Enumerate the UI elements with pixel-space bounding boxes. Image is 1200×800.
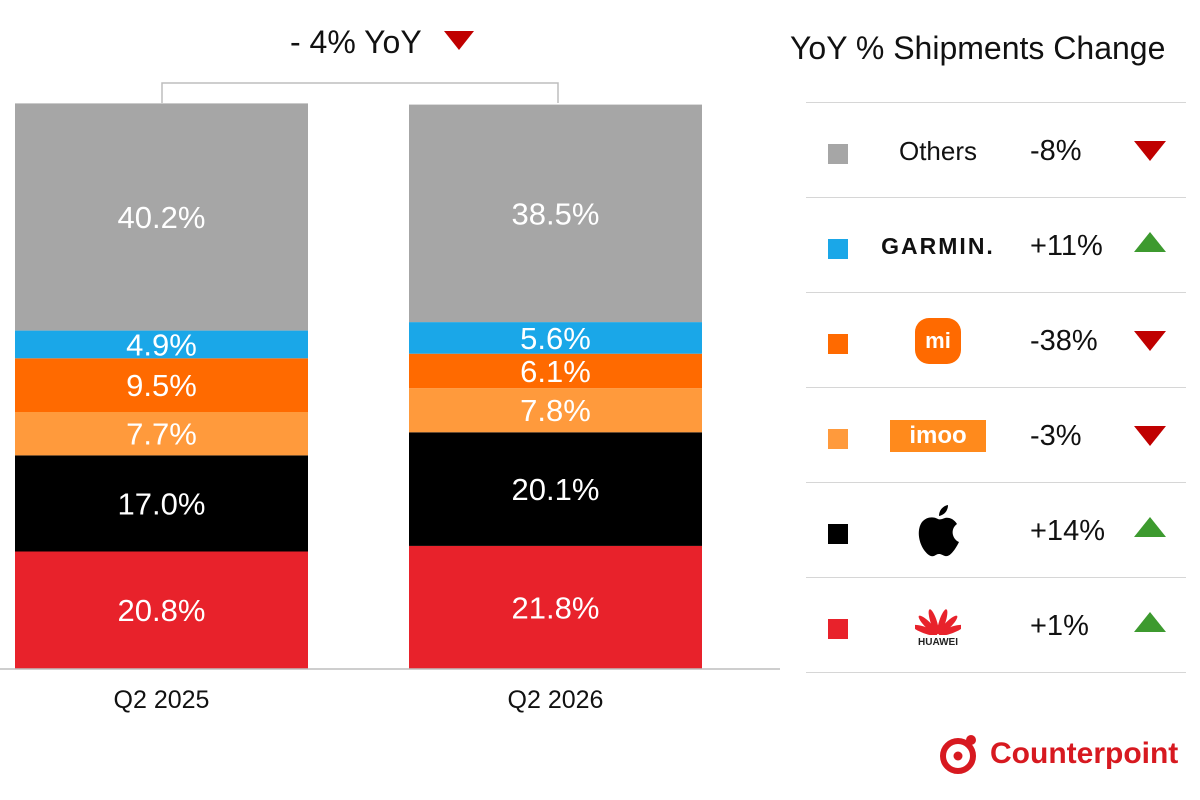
bar-label-xiaomi-2: 6.1%	[520, 354, 591, 389]
garmin-logo: GARMIN.	[878, 218, 998, 274]
bar-segment-garmin-2	[409, 322, 702, 354]
others-name: Others	[898, 135, 978, 166]
huawei-swatch	[828, 619, 848, 639]
huawei-change: +1%	[1030, 610, 1089, 642]
legend-row-imoo: imoo -3%	[806, 387, 1186, 482]
bar-label-xiaomi-1: 9.5%	[126, 368, 197, 403]
down-arrow-icon	[1134, 426, 1166, 446]
up-arrow-icon	[1134, 232, 1166, 252]
bar-label-garmin-2: 5.6%	[520, 321, 591, 356]
bar-segment-others-1	[15, 103, 308, 331]
legend-row-xiaomi: mi -38%	[806, 292, 1186, 387]
legend-row-apple: +14%	[806, 482, 1186, 577]
down-arrow-icon	[1134, 331, 1166, 351]
huawei-flower-icon	[915, 608, 961, 635]
up-arrow-icon	[1134, 612, 1166, 632]
imoo-logo-icon: imoo	[890, 420, 986, 452]
garmin-change: +11%	[1030, 230, 1103, 262]
legend-title: YoY % Shipments Change	[790, 30, 1166, 66]
bar-segment-xiaomi-1	[15, 358, 308, 412]
category-label-1: Q2 2025	[114, 686, 210, 714]
others-label: Others	[878, 123, 998, 179]
bar-label-huawei-1: 20.8%	[118, 593, 206, 628]
bar-label-imoo-1: 7.7%	[126, 417, 197, 452]
counterpoint-logo: Counterpoint	[938, 732, 1178, 776]
bar-label-garmin-1: 4.9%	[126, 327, 197, 362]
apple-change: +14%	[1030, 515, 1105, 547]
bar-label-apple-1: 17.0%	[118, 487, 206, 522]
bar-segment-apple-2	[409, 432, 702, 546]
bar-label-others-2: 38.5%	[512, 196, 600, 231]
garmin-swatch	[828, 239, 848, 259]
category-labels: Q2 2025 Q2 2026	[114, 686, 604, 714]
huawei-logo: HUAWEI	[878, 598, 998, 654]
mi-wordmark: mi	[925, 328, 951, 353]
bar-segment-garmin-1	[15, 330, 308, 359]
yoy-annotation: - 4% YoY	[290, 24, 422, 60]
bar-label-others-1: 40.2%	[118, 200, 206, 235]
bar-segment-imoo-2	[409, 388, 702, 433]
others-change: -8%	[1030, 135, 1082, 167]
bar-segment-xiaomi-2	[409, 353, 702, 389]
bar-label-huawei-2: 21.8%	[512, 590, 600, 625]
others-swatch	[828, 144, 848, 164]
mi-logo-icon: mi	[915, 318, 961, 364]
legend-row-huawei: HUAWEI +1%	[806, 577, 1186, 673]
bar-segment-others-2	[409, 104, 702, 323]
bar-group: 20.8% 17.0% 7.7% 9.5% 4.9% 40.2% 21.8% 20.1% 7.8…	[15, 103, 702, 669]
yoy-bracket	[161, 82, 559, 103]
imoo-logo: imoo	[878, 408, 998, 464]
bar-label-imoo-2: 7.8%	[520, 393, 591, 428]
xiaomi-change: -38%	[1030, 325, 1098, 357]
apple-logo	[878, 503, 998, 559]
xiaomi-swatch	[828, 334, 848, 354]
bar-segment-imoo-1	[15, 411, 308, 456]
legend-row-garmin: GARMIN. +11%	[806, 197, 1186, 292]
garmin-wordmark: GARMIN.	[881, 232, 995, 259]
bar-segment-huawei-1	[15, 551, 308, 669]
category-label-2: Q2 2026	[508, 686, 604, 714]
apple-swatch	[828, 524, 848, 544]
yoy-down-arrow-icon	[444, 31, 474, 50]
huawei-logo-box: HUAWEI	[915, 605, 961, 648]
xiaomi-logo: mi	[878, 313, 998, 369]
imoo-wordmark: imoo	[909, 422, 967, 449]
bar-segment-huawei-2	[409, 545, 702, 669]
down-arrow-icon	[1134, 141, 1166, 161]
legend-row-others: Others -8%	[806, 102, 1186, 197]
counterpoint-logo-icon	[940, 735, 976, 774]
legend: Others -8% GARMIN. +11% mi -38% imoo -3%	[806, 102, 1186, 673]
bar-label-apple-2: 20.1%	[512, 472, 600, 507]
counterpoint-wordmark: Counterpoint	[990, 737, 1179, 770]
apple-logo-icon	[918, 505, 959, 557]
huawei-wordmark: HUAWEI	[918, 636, 958, 648]
imoo-change: -3%	[1030, 420, 1082, 452]
bar-segment-apple-1	[15, 455, 308, 552]
up-arrow-icon	[1134, 517, 1166, 537]
imoo-swatch	[828, 429, 848, 449]
